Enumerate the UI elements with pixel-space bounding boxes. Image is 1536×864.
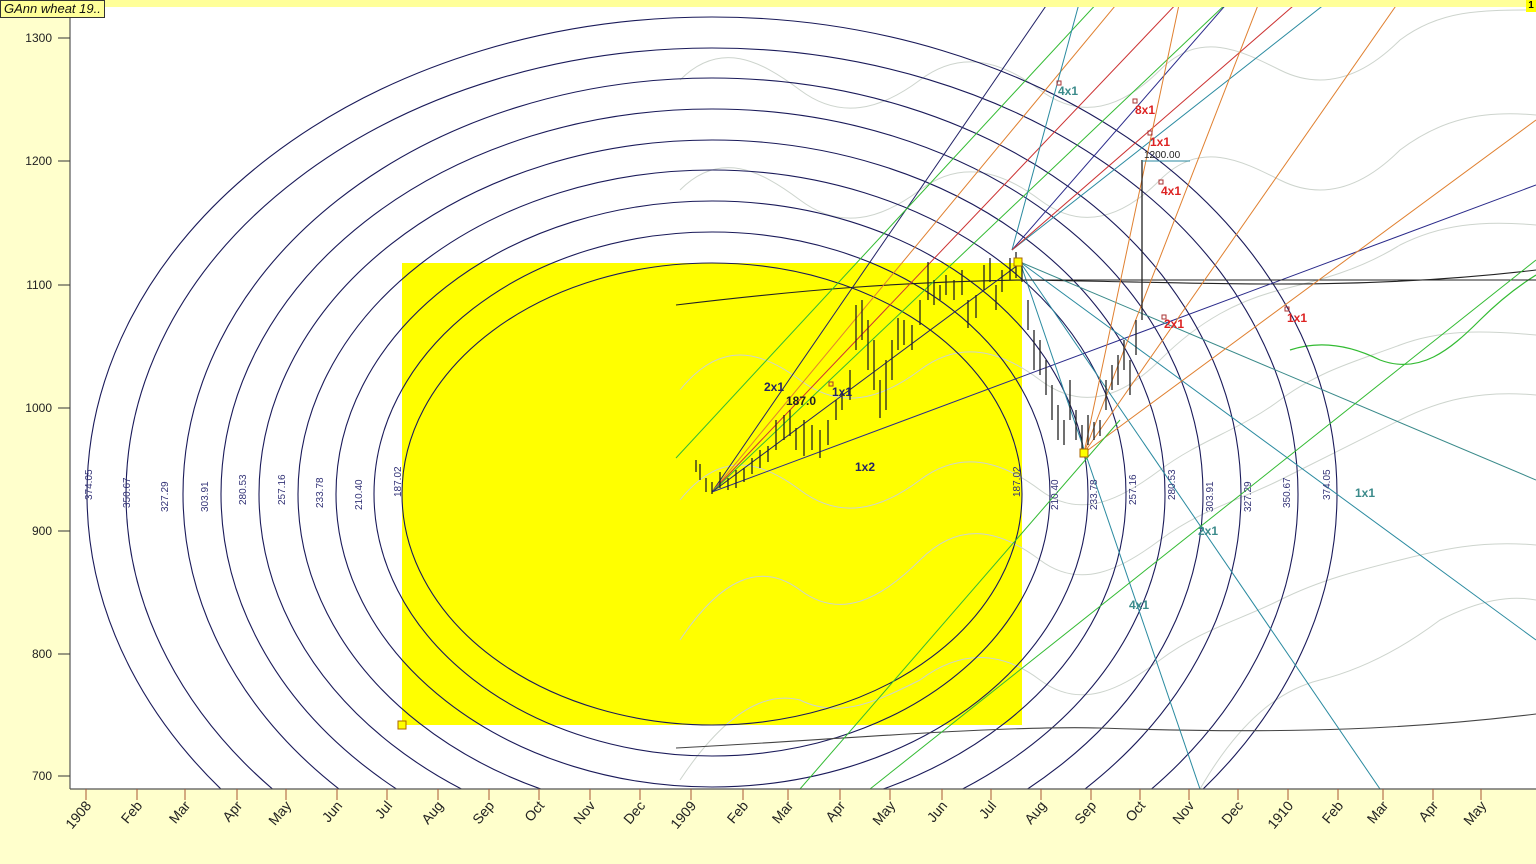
pivot-marker-high[interactable] xyxy=(1013,257,1023,267)
svg-text:8x1: 8x1 xyxy=(1135,103,1155,117)
svg-text:Nov: Nov xyxy=(570,798,598,827)
svg-text:Mar: Mar xyxy=(166,797,194,826)
svg-text:233.78: 233.78 xyxy=(1089,479,1100,510)
svg-text:Feb: Feb xyxy=(724,797,752,826)
svg-text:187.02: 187.02 xyxy=(1012,466,1023,497)
svg-text:187.0: 187.0 xyxy=(786,394,816,408)
svg-text:210.40: 210.40 xyxy=(354,479,365,510)
svg-text:1000: 1000 xyxy=(25,401,52,415)
svg-text:Sep: Sep xyxy=(469,797,497,827)
annotation-anchors xyxy=(828,80,1290,387)
pivot-marker-box-corner[interactable] xyxy=(397,720,407,730)
svg-text:303.91: 303.91 xyxy=(200,481,211,512)
svg-text:Jul: Jul xyxy=(976,798,1000,822)
svg-text:Nov: Nov xyxy=(1169,798,1197,827)
svg-text:Oct: Oct xyxy=(1122,798,1148,825)
svg-text:Mar: Mar xyxy=(769,797,797,826)
svg-text:Aug: Aug xyxy=(1021,798,1049,827)
svg-text:1300: 1300 xyxy=(25,31,52,45)
svg-text:2x1: 2x1 xyxy=(1198,524,1218,538)
svg-text:350.67: 350.67 xyxy=(1282,477,1293,508)
svg-text:210.40: 210.40 xyxy=(1050,479,1061,510)
svg-text:257.16: 257.16 xyxy=(1128,474,1139,505)
svg-text:1200: 1200 xyxy=(25,154,52,168)
svg-text:Feb: Feb xyxy=(1319,797,1347,826)
svg-text:May: May xyxy=(265,798,294,829)
fan-from-sep-low xyxy=(799,7,1536,789)
svg-text:4x1: 4x1 xyxy=(1058,84,1078,98)
svg-text:1100: 1100 xyxy=(26,278,52,292)
svg-text:1x1: 1x1 xyxy=(1287,311,1307,325)
svg-text:Jun: Jun xyxy=(319,798,346,826)
svg-text:4x1: 4x1 xyxy=(1129,598,1149,612)
x-axis-labels: 1908 Feb Mar Apr May Jun Jul Aug Sep Oct… xyxy=(62,797,1489,831)
corner-badge[interactable]: 1 xyxy=(1526,0,1536,12)
x-axis-ticks xyxy=(85,789,1482,800)
svg-text:233.78: 233.78 xyxy=(315,477,326,508)
svg-text:900: 900 xyxy=(32,524,52,538)
svg-text:Dec: Dec xyxy=(1218,798,1246,827)
svg-text:Jul: Jul xyxy=(372,798,396,822)
svg-text:Dec: Dec xyxy=(620,798,648,827)
svg-text:Apr: Apr xyxy=(1415,797,1441,824)
svg-text:Apr: Apr xyxy=(219,797,245,824)
svg-text:Sep: Sep xyxy=(1071,797,1099,827)
svg-text:327.29: 327.29 xyxy=(160,481,171,512)
svg-text:350.67: 350.67 xyxy=(122,477,133,508)
svg-text:Apr: Apr xyxy=(822,797,848,824)
svg-text:187.02: 187.02 xyxy=(393,466,404,497)
green-swing-line xyxy=(1289,274,1536,365)
svg-text:1x1: 1x1 xyxy=(1150,135,1170,149)
svg-text:280.53: 280.53 xyxy=(238,474,249,505)
top-strip xyxy=(0,0,1536,7)
svg-text:Mar: Mar xyxy=(1364,797,1392,826)
svg-text:1x1: 1x1 xyxy=(1355,486,1375,500)
svg-text:374.05: 374.05 xyxy=(84,469,95,500)
svg-text:2x1: 2x1 xyxy=(1164,317,1184,331)
svg-text:280.53: 280.53 xyxy=(1167,469,1178,500)
svg-text:May: May xyxy=(1460,798,1489,829)
svg-text:1x1: 1x1 xyxy=(832,385,852,399)
svg-text:327.29: 327.29 xyxy=(1243,481,1254,512)
svg-text:May: May xyxy=(869,798,898,829)
pivot-marker-low[interactable] xyxy=(1079,448,1089,458)
fan-labels: 2x1 1x1 1x2 187.0 4x1 2x1 1x1 4x1 8x1 1x… xyxy=(764,84,1375,612)
svg-text:1909: 1909 xyxy=(667,797,699,831)
svg-text:Oct: Oct xyxy=(521,798,547,825)
svg-text:374.05: 374.05 xyxy=(1322,469,1333,500)
ellipse-radius-labels-right: 187.02 210.40 233.78 257.16 280.53 303.9… xyxy=(1012,466,1333,512)
svg-text:1910: 1910 xyxy=(1264,797,1296,831)
svg-text:700: 700 xyxy=(32,769,52,783)
chart-title-tab[interactable]: GAnn wheat 19.. xyxy=(0,0,105,18)
svg-text:Feb: Feb xyxy=(118,797,146,826)
svg-text:2x1: 2x1 xyxy=(764,380,784,394)
arc-line-lower xyxy=(675,713,1536,749)
svg-text:1x2: 1x2 xyxy=(855,460,875,474)
svg-text:4x1: 4x1 xyxy=(1161,184,1181,198)
svg-text:Aug: Aug xyxy=(418,798,446,827)
y-axis-ticks xyxy=(58,37,70,777)
svg-text:303.91: 303.91 xyxy=(1205,481,1216,512)
price-level-label: 1200.00 xyxy=(1144,150,1181,161)
fan-from-high xyxy=(1011,7,1536,789)
svg-text:1908: 1908 xyxy=(62,797,94,831)
svg-text:800: 800 xyxy=(32,647,52,661)
svg-text:257.16: 257.16 xyxy=(277,474,288,505)
y-axis-labels: 1300 1200 1100 1000 900 800 700 xyxy=(25,31,52,783)
svg-text:Jun: Jun xyxy=(924,798,951,826)
ellipse-radius-labels-left: 374.05 350.67 327.29 303.91 280.53 257.1… xyxy=(84,466,404,512)
